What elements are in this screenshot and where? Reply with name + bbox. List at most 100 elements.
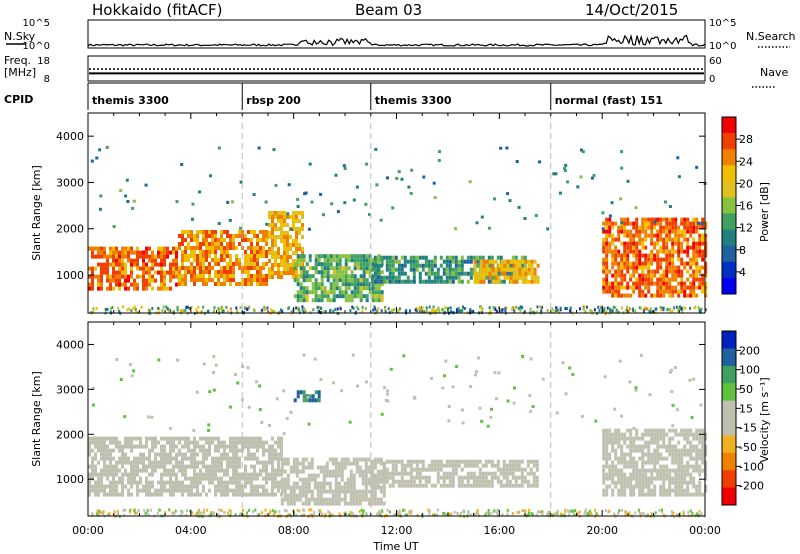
- heatmap-cell: [332, 254, 336, 259]
- heatmap-cell: [380, 309, 383, 313]
- heatmap-cell: [391, 263, 395, 268]
- heatmap-cell: [694, 513, 696, 517]
- heatmap-cell: [250, 440, 253, 445]
- heatmap-cell: [638, 456, 642, 461]
- heatmap-cell: [211, 246, 214, 250]
- heatmap-cell: [191, 202, 195, 206]
- heatmap-cell: [317, 294, 321, 299]
- heatmap-cell: [181, 436, 184, 441]
- heatmap-cell: [100, 286, 103, 291]
- heatmap-cell: [145, 266, 148, 271]
- heatmap-cell: [341, 290, 345, 295]
- heatmap-cell: [406, 275, 410, 280]
- heatmap-cell: [632, 464, 636, 469]
- heatmap-cell: [605, 217, 609, 222]
- heatmap-cell: [229, 464, 232, 469]
- heatmap-cell: [460, 271, 464, 276]
- heatmap-cell: [244, 238, 247, 242]
- heatmap-cell: [515, 267, 519, 272]
- heatmap-cell: [668, 277, 672, 282]
- heatmap-cell: [127, 436, 130, 441]
- heatmap-cell: [352, 493, 356, 498]
- heatmap-cell: [343, 493, 347, 498]
- heatmap-cell: [320, 290, 324, 295]
- heatmap-cell: [156, 511, 159, 515]
- heatmap-cell: [181, 266, 184, 270]
- heatmap-cell: [463, 475, 467, 480]
- heatmap-cell: [178, 274, 181, 278]
- heatmap-cell: [382, 467, 386, 472]
- heatmap-cell: [626, 428, 630, 433]
- heatmap-cell: [513, 309, 516, 313]
- heatmap-cell: [112, 440, 115, 445]
- heatmap-cell: [460, 259, 464, 264]
- heatmap-cell: [308, 290, 312, 295]
- heatmap-cell: [112, 262, 115, 267]
- heatmap-cell: [184, 464, 187, 469]
- heatmap-cell: [647, 488, 651, 493]
- heatmap-cell: [274, 183, 278, 187]
- heatmap-cell: [485, 259, 489, 264]
- heatmap-cell: [283, 489, 287, 494]
- heatmap-cell: [286, 263, 289, 267]
- heatmap-cell: [205, 254, 208, 258]
- heatmap-cell: [172, 488, 175, 493]
- heatmap-cell: [277, 452, 280, 457]
- x-tick-label: 12:00: [381, 524, 413, 537]
- heatmap-cell: [698, 488, 702, 493]
- heatmap-cell: [226, 200, 230, 204]
- heatmap-cell: [271, 239, 274, 243]
- heatmap-cell: [668, 293, 672, 298]
- heatmap-cell: [592, 174, 596, 177]
- heatmap-cell: [286, 239, 289, 243]
- heatmap-cell: [157, 460, 160, 465]
- heatmap-cell: [214, 484, 217, 489]
- heatmap-cell: [602, 249, 606, 254]
- heatmap-cell: [620, 221, 624, 225]
- heatmap-cell: [617, 269, 621, 274]
- heatmap-cell: [634, 206, 638, 210]
- heatmap-cell: [193, 254, 196, 258]
- heatmap-cell: [322, 473, 326, 478]
- heatmap-cell: [311, 274, 315, 279]
- heatmap-cell: [376, 279, 380, 284]
- heatmap-cell: [444, 513, 447, 517]
- heatmap-cell: [394, 259, 398, 264]
- heatmap-cell: [556, 512, 559, 516]
- heatmap-cell: [232, 448, 235, 453]
- heatmap-cell: [217, 468, 220, 473]
- heatmap-cell: [302, 254, 306, 259]
- heatmap-cell: [683, 428, 687, 433]
- heatmap-cell: [353, 286, 357, 291]
- x-tick-label: 16:00: [483, 524, 515, 537]
- heatmap-cell: [418, 467, 422, 472]
- heatmap-cell: [445, 475, 449, 480]
- heatmap-cell: [103, 262, 106, 267]
- heatmap-cell: [325, 489, 329, 494]
- heatmap-cell: [442, 471, 446, 476]
- heatmap-cell: [337, 497, 341, 502]
- heatmap-cell: [400, 467, 404, 472]
- heatmap-cell: [665, 249, 669, 254]
- heatmap-cell: [683, 237, 687, 242]
- heatmap-cell: [118, 282, 121, 287]
- heatmap-cell: [487, 226, 491, 230]
- heatmap-cell: [641, 480, 645, 485]
- heatmap-cell: [629, 460, 633, 465]
- heatmap-cell: [316, 501, 320, 506]
- heatmap-cell: [235, 456, 238, 461]
- heatmap-cell: [659, 476, 663, 481]
- heatmap-cell: [527, 263, 531, 268]
- heatmap-cell: [620, 225, 624, 230]
- heatmap-cell: [493, 475, 497, 480]
- heatmap-cell: [502, 475, 506, 480]
- heatmap-cell: [521, 271, 525, 276]
- heatmap-cell: [490, 463, 494, 468]
- heatmap-cell: [352, 461, 356, 466]
- heatmap-cell: [193, 456, 196, 461]
- heatmap-cell: [286, 212, 290, 216]
- heatmap-cell: [665, 432, 669, 437]
- heatmap-cell: [136, 436, 139, 441]
- heatmap-cell: [620, 257, 624, 262]
- heatmap-cell: [322, 465, 326, 470]
